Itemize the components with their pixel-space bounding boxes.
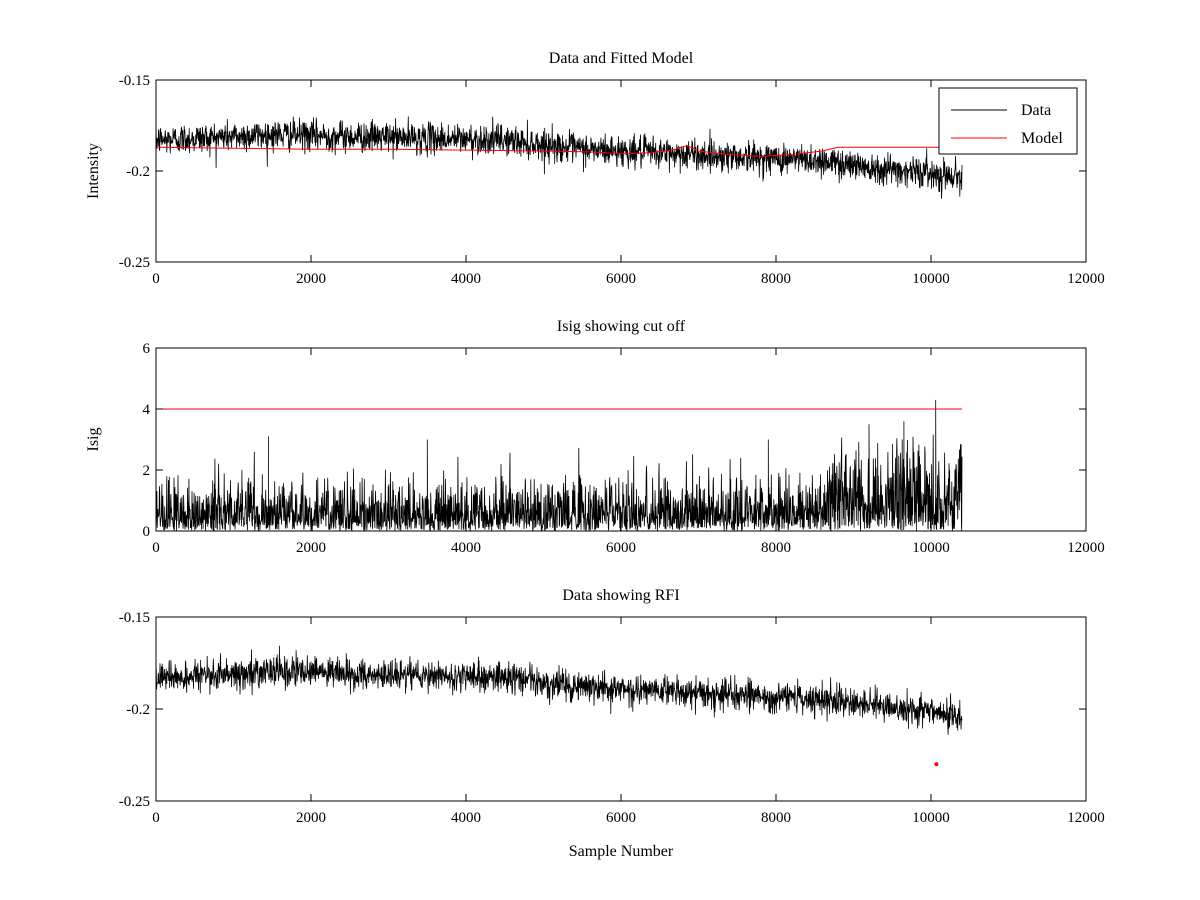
x-tick-label: 12000	[1067, 271, 1105, 287]
chart-title: Data showing RFI	[562, 587, 679, 604]
x-tick-label: 8000	[761, 271, 791, 287]
x-axis-label: Sample Number	[569, 843, 674, 860]
series-line-model	[156, 144, 962, 157]
x-tick-label: 10000	[912, 271, 950, 287]
x-tick-label: 10000	[912, 540, 950, 556]
x-tick-label: 12000	[1067, 540, 1105, 556]
x-tick-label: 0	[152, 810, 160, 826]
chart-panel-2: 0 2000 4000 6000 8000 10000 12000 0 2 4 6 Isig show…	[85, 318, 1105, 556]
x-tick-label: 8000	[761, 540, 791, 556]
x-tick-label: 0	[152, 540, 160, 556]
y-tick-label: -0.25	[119, 255, 150, 271]
x-tick-label: 4000	[451, 271, 481, 287]
plot-area	[156, 399, 963, 531]
x-tick-label: 2000	[296, 810, 326, 826]
plot-area	[156, 645, 963, 767]
x-tick-label: 0	[152, 271, 160, 287]
x-tick-label: 2000	[296, 540, 326, 556]
y-tick-label: 0	[143, 524, 151, 540]
y-axis-label: Isig	[85, 428, 102, 452]
legend: Data Model	[938, 87, 1078, 155]
y-tick-label: -0.25	[119, 794, 150, 810]
x-tick-label: 8000	[761, 810, 791, 826]
series-line-data	[156, 645, 963, 735]
rfi-point	[934, 762, 939, 767]
plot-area	[156, 116, 963, 199]
chart-panel-1: 0 2000 4000 6000 8000 10000 12000 -0.25 -0.2 -0.1…	[85, 50, 1105, 287]
series-line-isig	[156, 399, 963, 531]
y-tick-label: -0.15	[119, 610, 150, 626]
x-tick-label: 4000	[451, 810, 481, 826]
y-tick-label: 2	[143, 463, 151, 479]
y-tick-label: -0.2	[126, 702, 150, 718]
x-tick-label: 2000	[296, 271, 326, 287]
series-line-data	[156, 116, 963, 199]
x-tick-label: 6000	[606, 810, 636, 826]
legend-label: Model	[1021, 130, 1063, 147]
y-tick-label: 4	[143, 402, 151, 418]
chart-title: Isig showing cut off	[557, 318, 686, 335]
legend-label: Data	[1021, 102, 1051, 119]
x-tick-label: 6000	[606, 540, 636, 556]
chart-panel-3: 0 2000 4000 6000 8000 10000 12000 -0.25 -0.2 -0.1…	[119, 587, 1105, 860]
y-tick-label: 6	[143, 341, 151, 357]
chart-title: Data and Fitted Model	[549, 50, 694, 67]
x-tick-label: 12000	[1067, 810, 1105, 826]
x-tick-label: 6000	[606, 271, 636, 287]
legend-box	[938, 87, 1078, 155]
x-tick-label: 4000	[451, 540, 481, 556]
y-tick-label: -0.2	[126, 164, 150, 180]
y-axis-label: Intensity	[85, 143, 102, 199]
y-tick-label: -0.15	[119, 73, 150, 89]
x-tick-label: 10000	[912, 810, 950, 826]
